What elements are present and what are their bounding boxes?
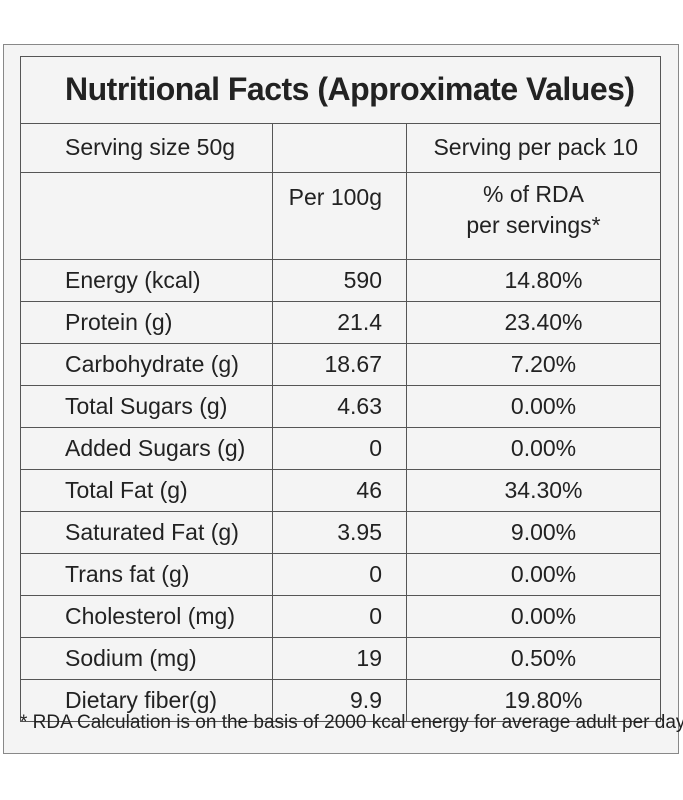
nutrient-name: Energy (kcal) (20, 259, 273, 302)
header-rda-line2: per servings* (466, 212, 601, 239)
empty-header-cell (20, 172, 273, 260)
nutrient-rda: 0.00% (405, 553, 662, 596)
nutrient-name: Trans fat (g) (20, 553, 273, 596)
nutrient-per-100g: 19 (272, 637, 407, 680)
table-row: Saturated Fat (g) 3.95 9.00% (20, 511, 662, 554)
header-per-100g: Per 100g (272, 172, 407, 260)
nutrient-rda: 14.80% (405, 259, 662, 302)
nutrition-table: Nutritional Facts (Approximate Values) S… (19, 56, 662, 722)
serving-size: Serving size 50g (20, 123, 273, 173)
nutrient-name: Added Sugars (g) (20, 427, 273, 470)
nutrient-rows: Energy (kcal) 590 14.80% Protein (g) 21.4 23.… (20, 259, 662, 722)
table-title: Nutritional Facts (Approximate Values) (19, 56, 662, 124)
nutrient-rda: 23.40% (405, 301, 662, 344)
table-row: Protein (g) 21.4 23.40% (20, 301, 662, 344)
nutrient-per-100g: 590 (272, 259, 407, 302)
nutrient-per-100g: 0 (272, 427, 407, 470)
nutrient-per-100g: 0 (272, 553, 407, 596)
table-row: Carbohydrate (g) 18.67 7.20% (20, 343, 662, 386)
nutrient-per-100g: 46 (272, 469, 407, 512)
header-rda: % of RDA per servings* (405, 172, 662, 260)
table-row: Sodium (mg) 19 0.50% (20, 637, 662, 680)
nutrient-rda: 34.30% (405, 469, 662, 512)
nutrient-rda: 0.50% (405, 637, 662, 680)
table-row: Total Fat (g) 46 34.30% (20, 469, 662, 512)
nutrient-per-100g: 4.63 (272, 385, 407, 428)
table-row: Dietary fiber(g) 9.9 19.80% (20, 679, 662, 722)
nutrient-per-100g: 3.95 (272, 511, 407, 554)
nutrient-name: Dietary fiber(g) (20, 679, 273, 722)
table-row: Energy (kcal) 590 14.80% (20, 259, 662, 302)
nutrient-name: Sodium (mg) (20, 637, 273, 680)
nutrient-per-100g: 21.4 (272, 301, 407, 344)
nutrient-name: Protein (g) (20, 301, 273, 344)
serving-per-pack: Serving per pack 10 (405, 123, 662, 173)
nutrient-rda: 7.20% (405, 343, 662, 386)
nutrient-rda: 0.00% (405, 595, 662, 638)
nutrient-rda: 0.00% (405, 427, 662, 470)
nutrient-rda: 0.00% (405, 385, 662, 428)
nutrient-name: Total Sugars (g) (20, 385, 273, 428)
header-rda-line1: % of RDA (483, 181, 584, 207)
table-row: Added Sugars (g) 0 0.00% (20, 427, 662, 470)
table-row: Trans fat (g) 0 0.00% (20, 553, 662, 596)
nutrient-rda: 9.00% (405, 511, 662, 554)
table-row: Total Sugars (g) 4.63 0.00% (20, 385, 662, 428)
table-row: Cholesterol (mg) 0 0.00% (20, 595, 662, 638)
rda-footnote: * RDA Calculation is on the basis of 200… (20, 712, 683, 733)
nutrient-rda: 19.80% (405, 679, 662, 722)
nutrient-name: Cholesterol (mg) (20, 595, 273, 638)
nutrient-name: Saturated Fat (g) (20, 511, 273, 554)
empty-cell (272, 123, 407, 173)
nutrient-name: Total Fat (g) (20, 469, 273, 512)
nutrient-per-100g: 9.9 (272, 679, 407, 722)
nutrient-per-100g: 18.67 (272, 343, 407, 386)
nutrient-name: Carbohydrate (g) (20, 343, 273, 386)
nutrient-per-100g: 0 (272, 595, 407, 638)
